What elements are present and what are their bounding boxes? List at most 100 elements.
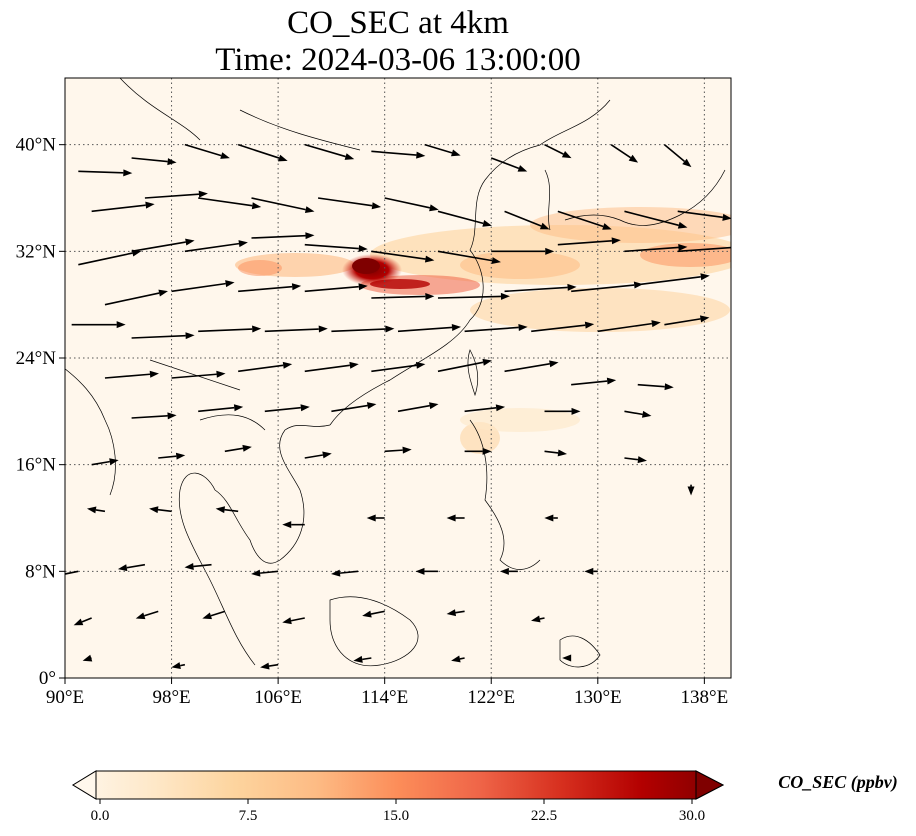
wind-arrow (331, 325, 395, 333)
wind-arrow (557, 210, 612, 230)
longitude-axis: 90°E 98°E 106°E 114°E 122°E 130°E 138°E (46, 678, 728, 708)
colorbar-tick-label: 7.5 (239, 808, 258, 824)
wind-arrow (237, 143, 288, 162)
lat-tick-label: 40°N (16, 135, 57, 156)
wind-arrow (464, 323, 528, 333)
wind-arrow (464, 447, 492, 455)
wind-arrow (215, 506, 239, 514)
colorbar-ticks: 0.0 7.5 15.0 22.5 30.0 (91, 799, 705, 824)
wind-arrow (544, 449, 568, 457)
lon-tick-label: 90°E (46, 687, 84, 708)
wind-arrow (149, 506, 172, 514)
wind-arrow (544, 143, 572, 159)
wind-arrow (624, 243, 688, 253)
wind-arrow (687, 484, 695, 496)
wind-arrow (184, 143, 230, 159)
wind-arrow (260, 662, 279, 670)
latitude-axis: 0° 8°N 16°N 24°N 32°N 40°N (16, 135, 65, 689)
wind-arrow (362, 610, 385, 618)
wind-arrow (544, 407, 581, 415)
wind-arrow (171, 370, 226, 379)
wind-arrow (184, 240, 248, 253)
wind-arrow (371, 150, 426, 159)
wind-arrow (144, 190, 208, 199)
wind-arrow (637, 383, 674, 391)
wind-arrow (238, 361, 293, 373)
wind-arrow (397, 402, 439, 413)
wind-arrow (610, 144, 639, 163)
wind-arrow (371, 250, 435, 263)
ocean-land-background (65, 78, 731, 678)
wind-arrow (677, 246, 731, 253)
lon-tick-label: 98°E (152, 687, 190, 708)
wind-arrow (282, 617, 305, 625)
wind-arrow (366, 514, 385, 522)
lon-tick-label: 114°E (361, 687, 408, 708)
wind-arrow (451, 655, 465, 663)
colorbar-tick-label: 15.0 (383, 808, 409, 824)
wind-arrow (353, 655, 372, 663)
wind-arrow (117, 563, 146, 572)
wind-arrow (384, 446, 412, 454)
wind-arrow (224, 444, 252, 453)
lat-tick-label: 8°N (25, 561, 56, 582)
wind-arrow (198, 325, 262, 333)
wind-arrow (584, 567, 598, 575)
wind-arrow (91, 201, 155, 213)
wind-arrow (202, 610, 226, 620)
wind-arrow (304, 243, 368, 253)
wind-arrow (384, 197, 439, 212)
wind-arrow (264, 325, 328, 333)
wind-arrow (491, 247, 555, 255)
wind-arrow (424, 143, 461, 157)
wind-arrow (397, 323, 461, 333)
wind-arrow (490, 157, 528, 172)
wind-arrow (131, 332, 195, 340)
colorbar-title: CO_SEC (ppbv) (778, 772, 898, 793)
colorbar-tick-label: 30.0 (679, 808, 705, 824)
wind-arrow (135, 610, 159, 620)
lon-tick-label: 106°E (254, 687, 302, 708)
wind-arrow (184, 562, 212, 570)
lon-tick-label: 130°E (574, 687, 622, 708)
map-area[interactable] (56, 78, 750, 678)
wind-arrow (82, 654, 93, 662)
wind-arrow (677, 210, 731, 221)
wind-arrow (624, 210, 688, 229)
colorbar: 0.0 7.5 15.0 22.5 30.0 CO_SEC (ppbv) (72, 770, 898, 824)
wind-arrow (171, 662, 186, 670)
wind-arrow (557, 237, 621, 246)
wind-arrow (104, 289, 168, 306)
wind-arrow (437, 358, 492, 373)
wind-arrow (504, 210, 550, 230)
lat-tick-label: 32°N (16, 241, 57, 262)
wind-arrow (504, 360, 559, 373)
wind-arrow (597, 320, 661, 333)
wind-arrow (158, 452, 186, 460)
wind-arrow (304, 283, 368, 293)
wind-arrow (304, 451, 332, 459)
wind-vectors (65, 143, 731, 670)
wind-arrow (264, 404, 310, 413)
lon-tick-label: 138°E (681, 687, 729, 708)
wind-arrow (562, 654, 572, 662)
wind-arrow (251, 232, 315, 240)
map-title: CO_SEC at 4km (287, 5, 509, 41)
wind-arrow (371, 292, 435, 300)
wind-arrow (663, 144, 692, 168)
wind-arrow (499, 567, 518, 575)
wind-arrow (71, 321, 126, 329)
wind-arrow (331, 402, 377, 413)
wind-arrow (544, 514, 558, 522)
colorbar-extend-max (695, 770, 725, 800)
wind-arrow (415, 567, 438, 575)
wind-arrow (317, 197, 382, 210)
wind-arrow (531, 615, 545, 623)
wind-arrow (198, 404, 244, 413)
wind-arrow (504, 283, 577, 293)
map-frame (64, 77, 732, 679)
wind-arrow (198, 197, 262, 210)
wind-arrow (251, 197, 315, 214)
wind-arrow (104, 370, 159, 379)
colorbar-tick-label: 0.0 (91, 808, 110, 824)
